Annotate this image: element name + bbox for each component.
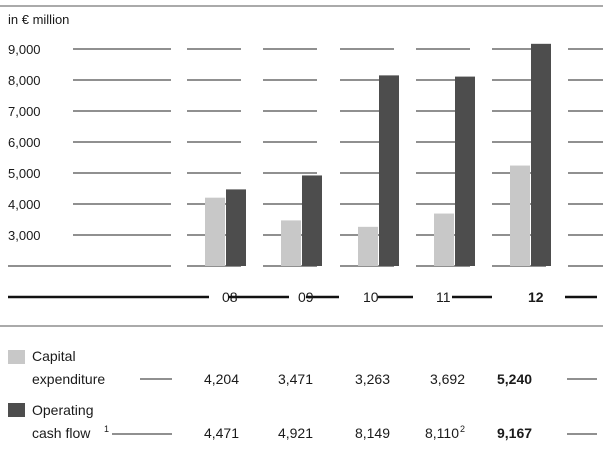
table-value: 4,471 xyxy=(204,425,239,441)
capex-row-label: Capital xyxy=(32,348,76,364)
capex-row-label: expenditure xyxy=(32,371,105,387)
ocf-bar-09 xyxy=(302,175,322,266)
ocf-bar-12 xyxy=(531,43,551,267)
x-tick-label: 09 xyxy=(298,289,314,305)
x-tick-label: 11 xyxy=(436,289,451,305)
capex-bar-09 xyxy=(281,220,301,266)
table-value: 3,692 xyxy=(430,371,465,387)
table-value: 8,149 xyxy=(355,425,390,441)
table-value: 4,921 xyxy=(278,425,313,441)
ocf-bar-10 xyxy=(379,75,399,266)
capex-bar-10 xyxy=(358,226,378,266)
y-tick-label: 8,000 xyxy=(8,73,41,88)
table-value: 4,204 xyxy=(204,371,239,387)
ocf-bar-11 xyxy=(455,76,475,266)
table-value-footnote: 2 xyxy=(460,424,465,434)
y-tick-label: 6,000 xyxy=(8,135,41,150)
capex-bar-12 xyxy=(510,165,530,266)
ocf-row-label: cash flow xyxy=(32,425,91,441)
x-tick-label: 10 xyxy=(363,289,379,305)
table-value: 3,471 xyxy=(278,371,313,387)
y-tick-label: 7,000 xyxy=(8,104,41,119)
table-value: 3,263 xyxy=(355,371,390,387)
unit-label: in € million xyxy=(8,12,69,27)
y-tick-label: 9,000 xyxy=(8,42,41,57)
x-tick-label: 08 xyxy=(222,289,238,305)
ocf-legend-swatch xyxy=(8,403,25,417)
ocf-row-label: Operating xyxy=(32,402,93,418)
capex-bar-11 xyxy=(434,213,454,266)
y-tick-label: 3,000 xyxy=(8,228,41,243)
y-tick-label: 5,000 xyxy=(8,166,41,181)
x-tick-label: 12 xyxy=(528,289,544,305)
ocf-bar-08 xyxy=(226,189,246,266)
table-value: 9,167 xyxy=(497,425,532,441)
capex-legend-swatch xyxy=(8,350,25,364)
table-value: 5,240 xyxy=(497,371,532,387)
y-tick-label: 4,000 xyxy=(8,197,41,212)
table-value: 8,110 xyxy=(425,425,459,441)
ocf-row-footnote: 1 xyxy=(104,424,109,434)
capex-bar-08 xyxy=(205,197,225,266)
